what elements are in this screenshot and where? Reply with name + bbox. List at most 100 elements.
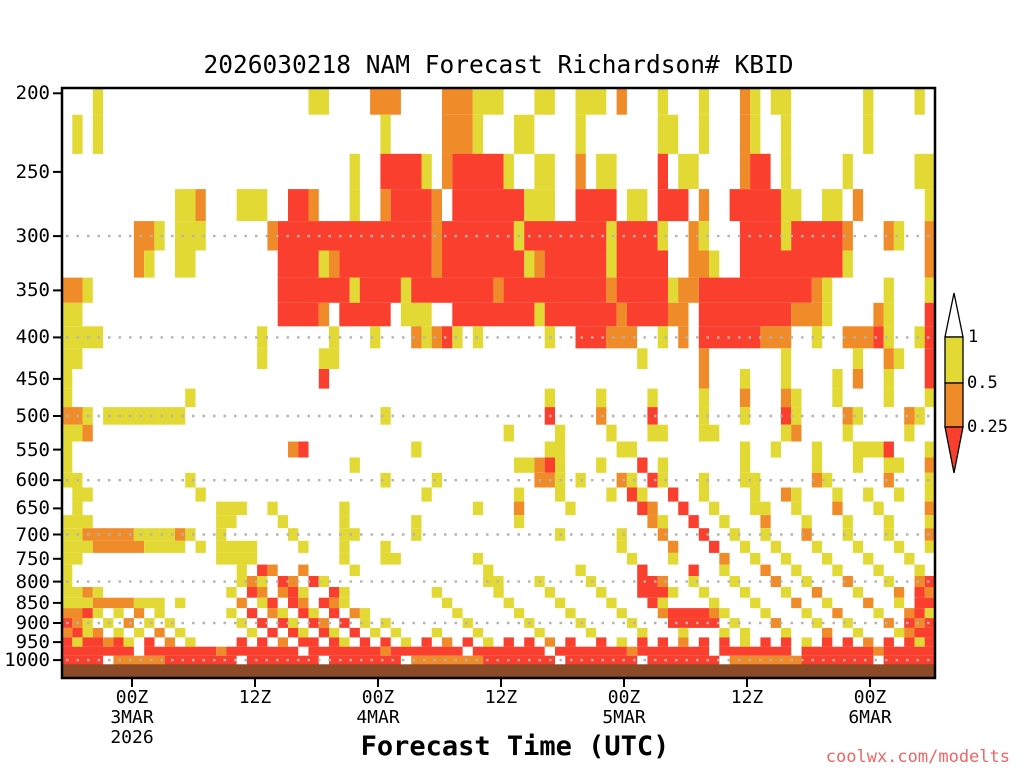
heatmap-cell — [216, 646, 227, 656]
heatmap-cell — [318, 618, 330, 628]
heatmap-cell — [277, 302, 319, 327]
heatmap-cell — [442, 114, 473, 154]
heatmap-cell — [565, 608, 576, 619]
heatmap-cell — [668, 618, 720, 628]
y-tick-label: 800 — [15, 570, 50, 593]
heatmap-cell — [606, 597, 617, 609]
heatmap-cell — [175, 627, 186, 638]
heatmap-cell — [760, 608, 771, 619]
heatmap-cell — [770, 88, 792, 115]
heatmap-cell — [924, 528, 935, 541]
x-tick-year-label: 2026 — [110, 727, 154, 748]
heatmap-cell — [411, 277, 494, 303]
heatmap-cell — [739, 637, 751, 647]
heatmap-cell — [555, 457, 566, 473]
heatmap-cell — [596, 388, 607, 408]
heatmap-cell — [503, 637, 514, 647]
heatmap-cell — [575, 564, 586, 576]
heatmap-cell — [133, 608, 145, 619]
heatmap-cell — [195, 487, 206, 502]
heatmap-cell — [678, 637, 689, 647]
heatmap-cell — [339, 515, 350, 529]
heatmap-cell — [164, 637, 175, 647]
heatmap-cell — [688, 221, 699, 251]
y-tick-label: 900 — [15, 612, 50, 635]
heatmap-cell — [924, 487, 935, 502]
heatmap-cell — [483, 576, 504, 587]
heatmap-cell — [791, 597, 802, 609]
heatmap-cell — [236, 618, 247, 628]
heatmap-cell — [914, 564, 925, 576]
heatmap-cell — [62, 277, 83, 303]
heatmap-cell — [62, 369, 73, 389]
heatmap-cell — [842, 250, 853, 278]
heatmap-cell — [698, 277, 812, 303]
heatmap-cell — [92, 627, 104, 638]
heatmap-cell — [164, 655, 237, 665]
y-tick-label: 250 — [15, 160, 50, 183]
heatmap-cell — [904, 637, 915, 647]
heatmap-cell — [904, 407, 915, 425]
heatmap-cell — [637, 646, 710, 656]
heatmap-cell — [647, 655, 720, 665]
heatmap-cell — [657, 528, 668, 541]
heatmap-cell — [688, 515, 699, 529]
heatmap-cell — [133, 250, 145, 278]
heatmap-cell — [832, 369, 843, 389]
heatmap-cell — [185, 472, 196, 488]
colorbar-label-0.25: 0.25 — [967, 417, 1008, 437]
heatmap-cell — [811, 587, 823, 598]
heatmap-cell — [267, 608, 278, 619]
heatmap-cell — [863, 487, 874, 502]
heatmap-cell — [175, 250, 196, 278]
heatmap-cell — [924, 326, 935, 349]
heatmap-cell — [164, 618, 175, 628]
x-tick-date-label: 5MAR — [602, 707, 646, 728]
heatmap-cell — [175, 528, 186, 541]
heatmap-cell — [626, 487, 638, 502]
heatmap-cell — [257, 348, 268, 369]
heatmap-cell — [883, 576, 894, 587]
heatmap-cell — [657, 221, 668, 251]
heatmap-cell — [780, 189, 802, 222]
heatmap-cell — [544, 302, 617, 327]
heatmap-cell — [893, 540, 905, 553]
heatmap-cell — [698, 388, 710, 408]
heatmap-cell — [863, 597, 874, 609]
heatmap-cell — [370, 326, 381, 349]
heatmap-cell — [698, 637, 710, 647]
heatmap-cell — [811, 618, 823, 628]
heatmap-cell — [380, 189, 391, 222]
heatmap-cell — [842, 515, 853, 529]
heatmap-cell — [904, 627, 915, 638]
heatmap-cell — [308, 646, 381, 656]
heatmap-cell — [852, 540, 864, 553]
heatmap-cell — [924, 540, 935, 553]
heatmap-cell — [729, 576, 740, 587]
heatmap-cell — [483, 637, 494, 647]
heatmap-cell — [513, 501, 525, 516]
heatmap-cell — [842, 221, 853, 251]
heatmap-cell — [637, 576, 658, 587]
heatmap-cell — [750, 114, 761, 154]
heatmap-cell — [873, 646, 884, 656]
heatmap-cell — [760, 326, 792, 349]
heatmap-cell — [668, 302, 689, 327]
heatmap-cell — [709, 608, 720, 619]
heatmap-cell — [544, 637, 555, 647]
heatmap-cell — [780, 627, 792, 638]
heatmap-cell — [246, 576, 258, 587]
heatmap-cell — [750, 153, 771, 189]
heatmap-cell — [318, 250, 330, 278]
heatmap-cell — [842, 618, 853, 628]
heatmap-cell — [534, 627, 545, 638]
heatmap-cell — [195, 189, 206, 222]
heatmap-cell — [791, 501, 802, 516]
heatmap-cell — [924, 221, 935, 251]
heatmap-cell — [739, 369, 751, 389]
heatmap-cell — [308, 618, 319, 628]
heatmap-cell — [62, 457, 73, 473]
heatmap-cell — [431, 587, 442, 598]
heatmap-cell — [739, 407, 751, 425]
heatmap-cell — [431, 472, 442, 488]
